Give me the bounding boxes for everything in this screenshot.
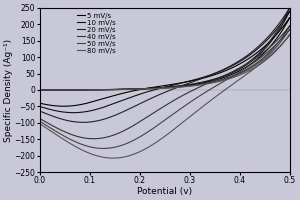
40 mV/s [52,125,56,128]
80 mV/s [144,147,148,150]
50 mV/s [268,53,272,55]
50 mV/s [38,89,41,91]
40 mV/s [144,117,148,119]
20 mV/s [288,6,292,9]
50 mV/s [144,132,148,134]
5 mV/s [62,105,65,107]
Y-axis label: Specific Density (Ag⁻¹): Specific Density (Ag⁻¹) [4,38,13,142]
10 mV/s [52,109,56,111]
20 mV/s [38,89,41,91]
5 mV/s [52,104,56,107]
20 mV/s [268,40,272,42]
40 mV/s [52,125,56,128]
20 mV/s [281,20,285,22]
40 mV/s [38,89,41,91]
Legend: 5 mV/s, 10 mV/s, 20 mV/s, 40 mV/s, 50 mV/s, 80 mV/s: 5 mV/s, 10 mV/s, 20 mV/s, 40 mV/s, 50 mV… [76,11,118,55]
80 mV/s [268,56,272,58]
X-axis label: Potential (v): Potential (v) [137,187,192,196]
20 mV/s [81,121,85,124]
10 mV/s [268,42,272,44]
5 mV/s [52,104,56,107]
80 mV/s [38,89,41,91]
40 mV/s [92,138,95,140]
Line: 40 mV/s: 40 mV/s [40,26,290,139]
80 mV/s [63,89,67,91]
10 mV/s [144,91,148,94]
80 mV/s [288,33,292,35]
5 mV/s [63,89,67,91]
50 mV/s [52,129,56,131]
50 mV/s [101,147,105,150]
40 mV/s [38,89,41,91]
Line: 5 mV/s: 5 mV/s [40,18,290,106]
40 mV/s [63,89,67,91]
20 mV/s [52,115,56,118]
50 mV/s [288,28,292,30]
50 mV/s [63,89,67,91]
5 mV/s [281,28,285,30]
10 mV/s [288,10,292,12]
50 mV/s [281,38,285,40]
Line: 20 mV/s: 20 mV/s [40,8,290,122]
10 mV/s [281,23,285,25]
80 mV/s [52,132,56,134]
5 mV/s [144,87,148,90]
10 mV/s [38,89,41,91]
40 mV/s [288,25,292,27]
10 mV/s [63,89,67,91]
20 mV/s [38,89,41,91]
5 mV/s [268,46,272,48]
50 mV/s [52,129,56,131]
40 mV/s [268,51,272,53]
20 mV/s [144,100,148,102]
80 mV/s [52,132,56,134]
80 mV/s [281,42,285,44]
40 mV/s [281,35,285,37]
10 mV/s [52,109,56,112]
50 mV/s [38,89,41,91]
20 mV/s [63,89,67,91]
20 mV/s [52,115,56,118]
Line: 10 mV/s: 10 mV/s [40,11,290,113]
Line: 80 mV/s: 80 mV/s [40,34,290,158]
80 mV/s [38,89,41,91]
5 mV/s [38,89,41,91]
10 mV/s [72,111,75,114]
Line: 50 mV/s: 50 mV/s [40,29,290,148]
5 mV/s [38,89,41,91]
80 mV/s [111,157,115,159]
10 mV/s [38,89,41,91]
5 mV/s [288,16,292,19]
